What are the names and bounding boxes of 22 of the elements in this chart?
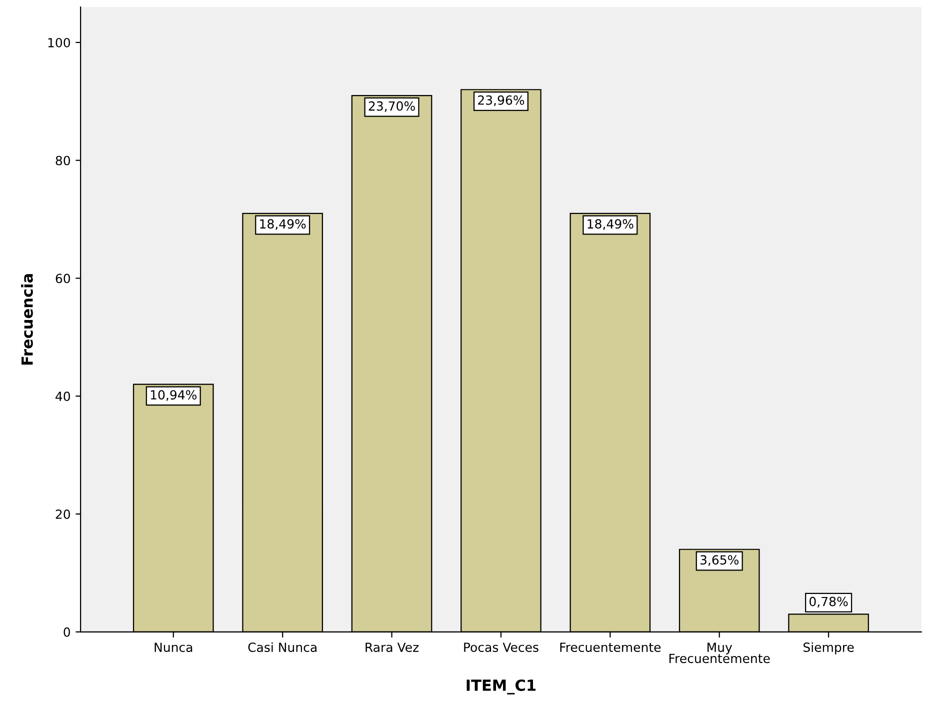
x-tick-label: Frecuentemente	[560, 642, 661, 652]
x-axis-title: ITEM_C1	[466, 679, 536, 694]
x-tick-label: Nunca	[154, 642, 192, 652]
annotation: 3,65%	[700, 555, 739, 566]
y-tick-label: 100	[48, 38, 70, 48]
annotation: 10,94%	[150, 390, 197, 401]
x-tick-label: Muy Frecuentemente	[669, 642, 770, 664]
x-tick-label: Casi Nunca	[248, 642, 316, 652]
y-axis-title: Frecuencia	[21, 274, 33, 365]
annotation: 18,49%	[588, 219, 634, 230]
y-tick-label: 20	[56, 509, 70, 519]
y-tick-label: 60	[56, 274, 70, 284]
x-tick-label: Rara Vez	[366, 642, 419, 652]
x-tick-label: Pocas Veces	[464, 642, 538, 652]
annotation: 23,70%	[368, 101, 415, 112]
x-tick-label: Siempre	[804, 642, 854, 654]
y-tick-label: 0	[64, 627, 70, 637]
y-tick-label: 80	[56, 156, 70, 166]
annotation: 23,96%	[478, 95, 524, 106]
annotation: 18,49%	[260, 219, 306, 230]
y-tick-label: 40	[56, 392, 70, 402]
annotation: 0,78%	[810, 596, 848, 608]
